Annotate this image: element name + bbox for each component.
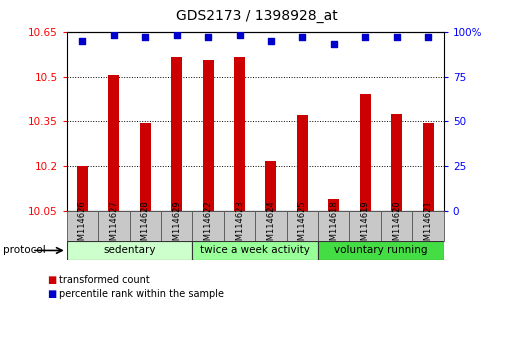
Point bbox=[110, 33, 118, 38]
Bar bbox=[255, 211, 287, 241]
Bar bbox=[224, 211, 255, 241]
Text: ■: ■ bbox=[47, 289, 56, 299]
Point bbox=[78, 38, 87, 44]
Point bbox=[235, 33, 244, 38]
Text: GSM114618: GSM114618 bbox=[329, 200, 338, 251]
Bar bbox=[108, 75, 120, 211]
Text: GSM114622: GSM114622 bbox=[204, 200, 212, 251]
Point bbox=[172, 33, 181, 38]
Bar bbox=[328, 199, 339, 211]
Bar bbox=[129, 211, 161, 241]
Bar bbox=[171, 57, 182, 211]
Text: GSM114619: GSM114619 bbox=[361, 200, 370, 251]
Point bbox=[141, 34, 149, 40]
Text: GSM114626: GSM114626 bbox=[78, 200, 87, 251]
Text: GSM114625: GSM114625 bbox=[298, 200, 307, 251]
Point bbox=[267, 38, 275, 44]
Text: ■: ■ bbox=[47, 275, 56, 285]
Point bbox=[361, 34, 369, 40]
Bar bbox=[287, 211, 318, 241]
Text: protocol: protocol bbox=[3, 245, 45, 256]
Bar bbox=[297, 115, 308, 211]
Bar bbox=[423, 123, 433, 211]
Bar bbox=[67, 211, 98, 241]
Bar bbox=[192, 211, 224, 241]
Text: GSM114620: GSM114620 bbox=[392, 200, 401, 251]
Bar bbox=[161, 211, 192, 241]
Bar bbox=[67, 241, 192, 260]
Bar bbox=[234, 57, 245, 211]
Bar bbox=[192, 241, 318, 260]
Text: GSM114621: GSM114621 bbox=[424, 200, 432, 251]
Text: GSM114628: GSM114628 bbox=[141, 200, 150, 251]
Bar bbox=[381, 211, 412, 241]
Bar bbox=[360, 95, 371, 211]
Point bbox=[392, 34, 401, 40]
Text: transformed count: transformed count bbox=[59, 275, 150, 285]
Bar bbox=[318, 211, 349, 241]
Text: voluntary running: voluntary running bbox=[334, 245, 428, 256]
Bar bbox=[98, 211, 129, 241]
Bar bbox=[412, 211, 444, 241]
Text: GDS2173 / 1398928_at: GDS2173 / 1398928_at bbox=[175, 9, 338, 23]
Bar bbox=[349, 211, 381, 241]
Point bbox=[298, 34, 306, 40]
Bar bbox=[318, 241, 444, 260]
Text: GSM114627: GSM114627 bbox=[109, 200, 119, 251]
Text: GSM114624: GSM114624 bbox=[266, 200, 275, 251]
Point bbox=[204, 34, 212, 40]
Bar bbox=[77, 166, 88, 211]
Text: sedentary: sedentary bbox=[103, 245, 156, 256]
Text: GSM114623: GSM114623 bbox=[235, 200, 244, 251]
Bar bbox=[140, 123, 151, 211]
Text: twice a week activity: twice a week activity bbox=[200, 245, 310, 256]
Bar bbox=[203, 60, 213, 211]
Text: GSM114629: GSM114629 bbox=[172, 200, 181, 251]
Text: percentile rank within the sample: percentile rank within the sample bbox=[59, 289, 224, 299]
Point bbox=[424, 34, 432, 40]
Point bbox=[330, 41, 338, 47]
Bar bbox=[391, 114, 402, 211]
Bar bbox=[265, 161, 277, 211]
